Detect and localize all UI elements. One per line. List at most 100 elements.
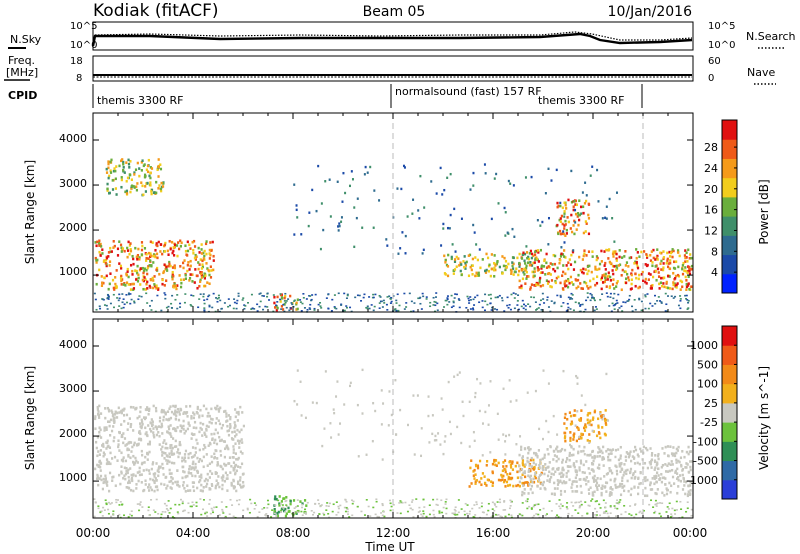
power-cell — [165, 265, 168, 269]
velocity-cell — [676, 472, 679, 475]
power-cell — [657, 271, 660, 274]
velocity-cell — [564, 439, 567, 443]
velocity-cell — [202, 465, 205, 469]
velocity-cell — [476, 377, 479, 381]
velocity-cell — [292, 512, 295, 516]
velocity-cell — [423, 506, 426, 508]
power-cell — [176, 294, 179, 296]
velocity-cell — [643, 461, 647, 465]
power-cell — [687, 248, 690, 252]
power-cell — [587, 269, 590, 273]
velocity-cell — [178, 410, 181, 414]
velocity-cell — [686, 463, 689, 466]
power-cell — [485, 268, 488, 272]
power-cell — [302, 293, 305, 295]
power-cell — [342, 171, 345, 175]
velocity-cell — [568, 451, 571, 455]
velocity-cell — [126, 481, 130, 485]
power-cell — [590, 294, 593, 296]
velocity-cell — [569, 422, 573, 426]
velocity-cell — [591, 418, 595, 421]
velocity-cell — [671, 463, 674, 466]
velocity-cell — [105, 481, 108, 485]
velocity-cell — [496, 514, 499, 516]
velocity-cell — [349, 384, 352, 388]
power-cell — [518, 265, 521, 268]
power-cell — [105, 167, 108, 171]
power-cell — [637, 277, 640, 281]
velocity-cell — [628, 513, 631, 515]
velocity-cell — [123, 474, 126, 478]
power-cell — [472, 171, 475, 175]
power-cell — [506, 304, 509, 307]
velocity-cell — [195, 426, 198, 430]
velocity-cell — [624, 469, 627, 473]
velocity-cell — [165, 442, 168, 446]
power-cell — [612, 272, 615, 276]
power-cell — [184, 273, 187, 277]
power-cell — [406, 215, 409, 218]
velocity-cell — [208, 462, 212, 466]
power-cell — [650, 287, 653, 290]
power-cell — [157, 240, 160, 244]
velocity-cell — [611, 471, 614, 475]
power-cell — [544, 192, 547, 195]
velocity-cell — [566, 507, 569, 510]
power-cell — [319, 247, 322, 251]
velocity-colorbar-frame — [721, 325, 738, 500]
velocity-cell — [187, 471, 190, 474]
power-cell — [572, 283, 575, 286]
power-cell — [208, 257, 211, 260]
power-cell — [455, 265, 458, 269]
power-cell — [529, 286, 532, 289]
velocity-cell — [102, 445, 105, 448]
power-cell — [130, 184, 134, 188]
velocity-cell — [510, 516, 513, 519]
velocity-cell — [559, 503, 562, 505]
power-cell — [156, 294, 159, 297]
velocity-cell — [145, 408, 148, 412]
velocity-cell — [240, 438, 243, 441]
power-cell — [493, 262, 496, 265]
power-cell — [606, 275, 609, 278]
power-cell — [592, 297, 595, 299]
power-cell — [95, 244, 98, 248]
velocity-cell — [581, 433, 584, 436]
power-cell — [128, 166, 131, 169]
power-cell — [483, 309, 486, 312]
velocity-cell — [428, 441, 431, 444]
velocity-cell — [128, 479, 131, 483]
velocity-cell — [481, 454, 484, 457]
velocity-cell — [637, 477, 640, 481]
velocity-cell — [182, 510, 185, 513]
power-cell — [208, 304, 211, 307]
velocity-cell — [110, 457, 114, 460]
velocity-cell — [147, 486, 150, 489]
power-cell — [282, 303, 285, 306]
power-cell — [531, 270, 534, 274]
power-cell — [444, 273, 447, 276]
velocity-cell — [673, 452, 676, 456]
power-cell — [264, 305, 267, 308]
velocity-cell — [522, 481, 526, 485]
power-cell — [130, 298, 133, 301]
velocity-cell — [156, 469, 159, 473]
velocity-cell — [178, 413, 181, 416]
power-cell — [596, 268, 599, 271]
power-cell — [638, 297, 641, 300]
power-cell — [435, 192, 438, 195]
velocity-cell — [191, 466, 194, 469]
power-cell — [159, 243, 162, 246]
velocity-cell — [556, 467, 559, 471]
power-cell — [120, 185, 123, 189]
power-cell — [618, 249, 621, 252]
velocity-cell — [609, 491, 612, 494]
velocity-cell — [475, 503, 478, 506]
velocity-cell — [233, 426, 236, 430]
velocity-cell — [629, 467, 633, 471]
power-cell — [556, 223, 559, 227]
velocity-cell — [132, 489, 135, 493]
velocity-cell — [504, 453, 507, 456]
velocity-cell — [278, 495, 281, 498]
velocity-cell — [472, 430, 475, 434]
